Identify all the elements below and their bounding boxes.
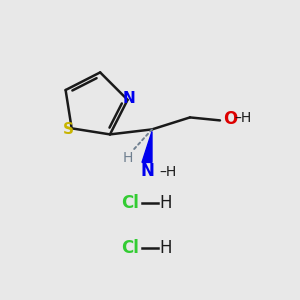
Text: N: N [140,162,154,180]
Text: Cl: Cl [121,194,139,212]
Text: S: S [63,122,74,137]
Text: –H: –H [234,111,251,125]
Text: H: H [160,239,172,257]
Text: Cl: Cl [121,239,139,257]
Text: O: O [223,110,237,128]
Polygon shape [142,131,152,162]
Text: H: H [123,152,133,165]
Text: H: H [160,194,172,212]
Text: N: N [122,91,135,106]
Text: –H: –H [159,165,176,179]
